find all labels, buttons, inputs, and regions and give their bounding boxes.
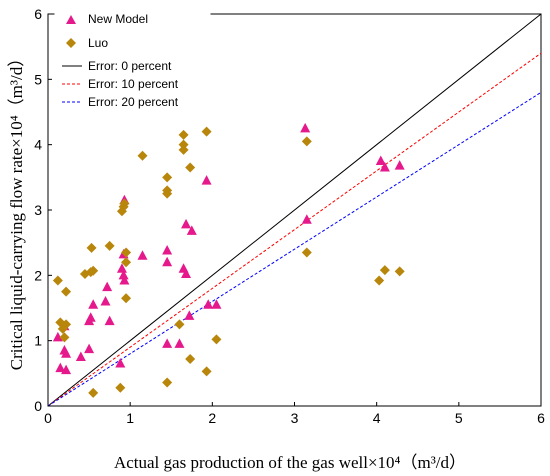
new-model-point <box>115 358 126 368</box>
luo-point <box>88 265 99 276</box>
x-tick-label: 2 <box>208 410 216 426</box>
legend-label-error-10: Error: 10 percent <box>88 77 179 91</box>
new-model-point <box>88 299 99 309</box>
new-model-point <box>181 218 192 229</box>
x-axis-title: Actual gas production of the gas well×10… <box>114 453 466 472</box>
data-points <box>52 122 405 398</box>
y-tick-label: 4 <box>34 137 42 153</box>
x-tick-label: 5 <box>455 410 463 426</box>
luo-point <box>121 257 132 268</box>
legend-label-luo: Luo <box>88 36 108 50</box>
luo-point <box>115 382 126 393</box>
legend: New Model Luo Error: 0 percent Error: 10… <box>54 9 211 113</box>
new-model-point <box>85 312 96 322</box>
luo-point <box>162 377 173 388</box>
new-model-point <box>186 225 197 235</box>
new-model-point <box>61 348 72 358</box>
luo-point <box>137 150 148 161</box>
luo-point <box>162 172 173 183</box>
reference-lines <box>47 13 542 407</box>
luo-point <box>394 266 405 277</box>
y-tick-label: 3 <box>34 202 42 218</box>
luo-point <box>301 136 312 147</box>
new-model-point <box>301 214 312 224</box>
luo-point <box>86 242 97 253</box>
new-model-point <box>102 281 113 292</box>
new-model-point <box>100 295 111 306</box>
luo-point <box>185 162 196 173</box>
luo-point <box>211 334 222 345</box>
new-model-point <box>116 263 127 273</box>
new-model-point <box>375 155 386 165</box>
luo-point <box>88 387 99 398</box>
new-model-point <box>84 343 95 354</box>
new-model-point <box>203 299 214 309</box>
new-model-point <box>394 160 405 170</box>
luo-point <box>61 286 72 297</box>
legend-label-error-20: Error: 20 percent <box>88 95 179 109</box>
new-model-point <box>119 275 130 285</box>
new-model-point <box>201 175 212 185</box>
luo-point <box>201 126 212 137</box>
luo-point <box>379 265 390 276</box>
luo-point <box>104 240 115 251</box>
new-model-point <box>162 338 173 348</box>
new-model-point <box>75 351 86 361</box>
luo-point <box>61 319 72 330</box>
luo-point <box>178 144 189 155</box>
luo-point <box>59 332 70 343</box>
new-model-point <box>137 250 148 260</box>
luo-point <box>121 293 132 304</box>
new-model-point <box>211 299 222 309</box>
legend-marker-luo <box>66 38 76 48</box>
luo-point <box>178 129 189 140</box>
y-tick-label: 6 <box>34 6 42 22</box>
reference-line-0 <box>47 13 542 407</box>
axis-ticks: 0 1 2 3 4 5 6 0 1 2 3 4 5 6 <box>34 6 545 426</box>
luo-point <box>301 247 312 258</box>
new-model-point <box>61 364 72 375</box>
y-tick-label: 1 <box>34 333 42 349</box>
y-tick-label: 0 <box>34 398 42 414</box>
new-model-point <box>104 315 115 326</box>
luo-point <box>162 188 173 199</box>
luo-point <box>178 139 189 150</box>
new-model-point <box>52 331 63 342</box>
luo-point <box>185 353 196 364</box>
legend-box <box>54 9 211 113</box>
luo-point <box>119 198 130 209</box>
legend-label-new-model: New Model <box>88 12 148 26</box>
reference-line-2 <box>47 91 542 407</box>
new-model-point <box>162 256 173 267</box>
y-tick-label: 5 <box>34 71 42 87</box>
new-model-point <box>118 269 129 280</box>
luo-point <box>374 275 385 286</box>
reference-line-1 <box>47 52 542 407</box>
luo-point <box>174 319 185 330</box>
legend-marker-new-model <box>66 15 76 24</box>
x-tick-label: 0 <box>44 410 52 426</box>
x-tick-label: 6 <box>537 410 545 426</box>
y-axis-title: Critical liquid-carrying flow rate×10⁴（m… <box>7 50 26 370</box>
new-model-point <box>181 268 192 279</box>
luo-point <box>52 275 63 286</box>
new-model-point <box>174 338 185 348</box>
legend-label-error-0: Error: 0 percent <box>88 59 172 73</box>
luo-point <box>121 247 132 258</box>
new-model-point <box>162 245 173 255</box>
y-tick-label: 2 <box>34 267 42 283</box>
new-model-point <box>300 122 311 133</box>
new-model-point <box>184 310 195 320</box>
new-model-point <box>55 362 66 373</box>
x-tick-label: 1 <box>126 410 134 426</box>
x-tick-label: 3 <box>291 410 299 426</box>
new-model-point <box>379 162 390 172</box>
x-tick-label: 4 <box>373 410 381 426</box>
luo-point <box>201 366 212 377</box>
